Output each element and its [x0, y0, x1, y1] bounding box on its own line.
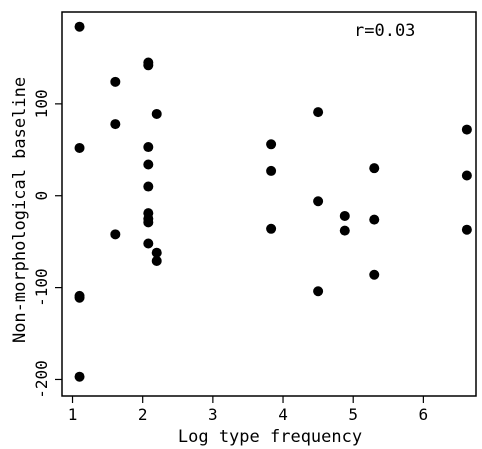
data-point	[143, 159, 154, 170]
x-tick-label: 1	[68, 405, 78, 424]
y-tick-label: -100	[32, 268, 51, 307]
data-point	[266, 223, 277, 234]
y-tick-label: 0	[32, 191, 51, 201]
data-point	[110, 119, 121, 130]
data-point	[151, 255, 162, 266]
data-point	[143, 181, 154, 192]
data-point	[369, 214, 380, 225]
data-point	[74, 292, 85, 303]
x-tick-label: 2	[138, 405, 148, 424]
data-point	[143, 217, 154, 228]
data-point	[461, 170, 472, 181]
data-point	[143, 238, 154, 249]
data-point	[74, 142, 85, 153]
data-point	[151, 108, 162, 119]
data-point	[313, 107, 324, 118]
data-point	[369, 269, 380, 280]
data-point	[266, 165, 277, 176]
data-point	[110, 76, 121, 87]
data-point	[74, 371, 85, 382]
data-point	[143, 60, 154, 71]
x-tick-label: 5	[348, 405, 358, 424]
data-point	[339, 210, 350, 221]
data-point	[110, 229, 121, 240]
data-point	[461, 124, 472, 135]
data-point	[151, 247, 162, 258]
data-point	[369, 163, 380, 174]
data-point	[339, 225, 350, 236]
correlation-annotation: r=0.03	[354, 21, 415, 41]
y-tick-label: 100	[32, 89, 51, 118]
y-tick-label: -200	[32, 360, 51, 399]
x-axis-title: Log type frequency	[178, 427, 362, 447]
x-tick-label: 4	[278, 405, 288, 424]
data-point	[313, 286, 324, 297]
data-point	[461, 224, 472, 235]
data-point	[74, 21, 85, 32]
y-axis: -200 -100 0 100	[32, 89, 62, 399]
x-tick-label: 3	[208, 405, 218, 424]
y-axis-title: Non-morphological baseline	[10, 77, 30, 343]
data-point	[143, 142, 154, 153]
data-point	[266, 139, 277, 150]
plot-frame	[61, 11, 477, 397]
data-point	[313, 196, 324, 207]
x-tick-label: 6	[419, 405, 429, 424]
data-points	[74, 21, 472, 382]
x-axis: 1 2 3 4 5 6	[68, 396, 428, 424]
